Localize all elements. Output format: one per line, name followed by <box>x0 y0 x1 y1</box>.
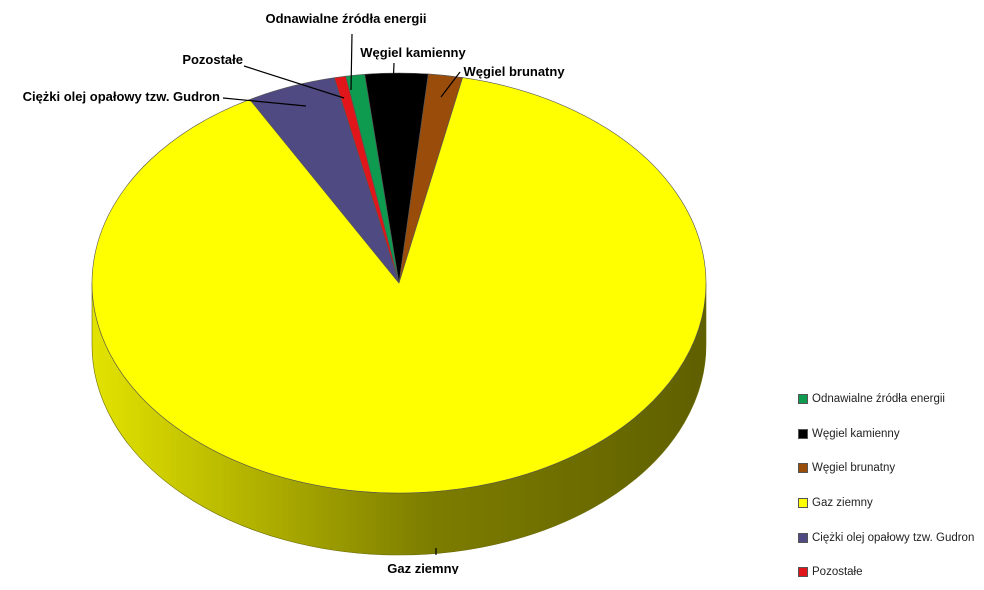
leader-line-odnawialne-zrodla-energii <box>350 33 353 91</box>
slice-label-wegiel-kamienny: Węgiel kamienny <box>360 45 466 60</box>
legend-item-gaz-ziemny: Gaz ziemny <box>798 486 984 521</box>
slice-pozostale <box>333 75 400 284</box>
leader-line-wegiel-kamienny <box>392 62 395 89</box>
legend-label: Pozostałe <box>812 566 863 579</box>
slice-gaz-ziemny <box>91 77 707 494</box>
slice-labels: Odnawialne źródła energii Węgiel kamienny… <box>23 11 566 574</box>
legend-swatch <box>798 428 808 439</box>
slice-label-gaz-ziemny: Gaz ziemny <box>387 561 459 574</box>
legend-label: Odnawialne źródła energii <box>812 393 945 406</box>
legend-label: Węgiel brunatny <box>812 462 896 475</box>
slice-label-pozostale: Pozostałe <box>182 52 243 67</box>
legend-swatch <box>798 463 808 474</box>
legend-swatch <box>798 394 808 405</box>
legend-item-ciezki-olej-opalowy-tzw-gudron: Ciężki olej opałowy tzw. Gudron <box>798 520 984 555</box>
legend-swatch <box>798 532 808 543</box>
legend-swatch <box>798 498 808 509</box>
leader-line-wegiel-brunatny <box>440 71 461 98</box>
legend-item-odnawialne-zrodla-energii: Odnawialne źródła energii <box>798 382 984 417</box>
legend: Odnawialne źródła energii Węgiel kamienny… <box>798 382 984 590</box>
legend-swatch <box>798 567 808 578</box>
pie-slices <box>91 72 707 494</box>
legend-item-wegiel-brunatny: Węgiel brunatny <box>798 451 984 486</box>
legend-item-pozostale: Pozostałe <box>798 555 984 590</box>
legend-label: Węgiel kamienny <box>812 427 900 440</box>
leader-lines <box>222 33 461 555</box>
leader-line-ciezki-olej-opalowy-tzw-gudron <box>222 97 307 107</box>
legend-label: Gaz ziemny <box>812 497 873 510</box>
leader-line-pozostale <box>243 65 345 99</box>
legend-label: Ciężki olej opałowy tzw. Gudron <box>812 531 975 544</box>
slice-label-wegiel-brunatny: Węgiel brunatny <box>463 64 565 79</box>
pie-chart: Odnawialne źródła energii Węgiel kamienny… <box>23 11 707 574</box>
legend-item-wegiel-kamienny: Węgiel kamienny <box>798 417 984 452</box>
slice-label-odnawialne-zrodla-energii: Odnawialne źródła energii <box>265 11 426 26</box>
slice-label-ciezki-olej-opalowy-tzw-gudron: Ciężki olej opałowy tzw. Gudron <box>23 89 220 104</box>
